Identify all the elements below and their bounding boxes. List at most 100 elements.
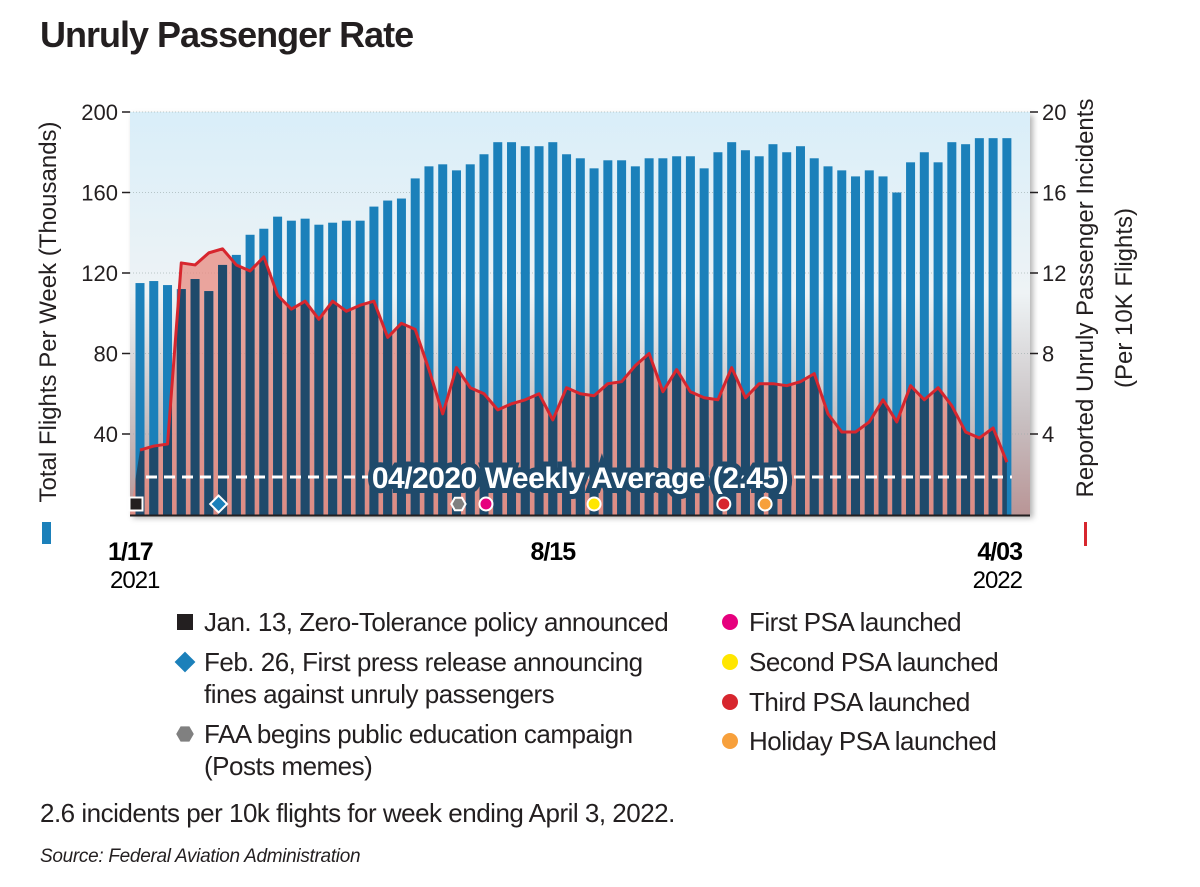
- legend-text: Jan. 13, Zero-Tolerance policy announced: [204, 606, 669, 638]
- bar-under-line: [245, 248, 255, 515]
- bar: [685, 156, 695, 515]
- black-square-marker-icon: [128, 496, 144, 512]
- bar-under-line: [451, 248, 461, 515]
- bar: [851, 176, 861, 515]
- bar: [135, 283, 145, 515]
- legend-item: Feb. 26, First press release announcing f…: [174, 646, 643, 710]
- bar: [961, 144, 971, 515]
- bar: [988, 138, 998, 515]
- y2-tick-label: 4: [1042, 422, 1054, 447]
- gray-hexagon-marker-icon: [450, 496, 467, 512]
- bar: [782, 152, 792, 515]
- bar-under-line: [231, 254, 241, 515]
- legend-item: Jan. 13, Zero-Tolerance policy announced: [177, 606, 669, 638]
- bar: [644, 158, 654, 515]
- yellow-dot-icon: [722, 654, 738, 670]
- legend-text: First PSA launched: [749, 606, 962, 638]
- bar: [658, 158, 668, 515]
- legend-line: Second PSA launched: [749, 647, 999, 677]
- reference-line-label: 04/2020 Weekly Average (2.45): [372, 462, 788, 495]
- bar: [878, 176, 888, 515]
- bar: [699, 168, 709, 515]
- x-tick-label: 1/17: [108, 538, 153, 566]
- legend-text: Holiday PSA launched: [749, 725, 997, 757]
- bar: [149, 281, 159, 515]
- y2-axis-title-line1: Reported Unruly Passenger Incidents: [1072, 99, 1099, 498]
- pink-dot-icon: [722, 614, 738, 630]
- red-dot-icon: [722, 694, 738, 710]
- bar: [727, 142, 737, 515]
- orange-dot-marker-icon: [757, 496, 773, 512]
- bar: [562, 154, 572, 515]
- bar: [534, 146, 544, 515]
- chart-title: Unruly Passenger Rate: [40, 14, 414, 55]
- bar: [740, 150, 750, 515]
- bar-under-line: [727, 248, 737, 515]
- footnote: 2.6 incidents per 10k flights for week e…: [40, 798, 675, 828]
- y-tick-label: 160: [81, 181, 118, 206]
- bar: [713, 152, 723, 515]
- red-dot-marker-icon: [716, 496, 732, 512]
- bar: [451, 170, 461, 515]
- x-tick-label: 8/15: [530, 538, 576, 566]
- bar-under-line: [176, 289, 186, 515]
- bar-under-line: [396, 248, 406, 515]
- legend-item: Holiday PSA launched: [722, 725, 997, 757]
- legend-item: FAA begins public education campaign (Pos…: [176, 718, 633, 782]
- bar: [507, 142, 517, 515]
- bar: [919, 152, 929, 515]
- bar: [548, 142, 558, 515]
- legend-line: Jan. 13, Zero-Tolerance policy announced: [204, 607, 669, 637]
- bar: [754, 156, 764, 515]
- y-tick-label: 120: [81, 261, 118, 286]
- legend-text: Third PSA launched: [749, 686, 970, 718]
- bar-under-line: [286, 248, 296, 515]
- bar-under-line: [300, 248, 310, 515]
- gray-hexagon-shape: [176, 726, 194, 742]
- legend-text: Second PSA launched: [749, 646, 999, 678]
- legend-line: FAA begins public education campaign: [204, 719, 633, 749]
- y2-axis-series-key: [1084, 522, 1087, 546]
- source-note: Source: Federal Aviation Administration: [40, 846, 361, 867]
- x-tick-label: 4/03: [977, 538, 1022, 566]
- bar-under-line: [341, 248, 351, 515]
- bar: [809, 158, 819, 515]
- y-tick-label: 40: [94, 422, 118, 447]
- bar: [479, 154, 489, 515]
- bar-under-line: [644, 248, 654, 515]
- y-tick-label: 80: [94, 342, 118, 367]
- legend-line: Holiday PSA launched: [749, 726, 997, 756]
- pink-dot-shape: [722, 614, 738, 630]
- legend-line: Feb. 26, First press release announcing: [204, 647, 643, 677]
- bar: [823, 166, 833, 515]
- legend-line: (Posts memes): [204, 751, 373, 781]
- black-square-shape: [177, 614, 193, 630]
- orange-dot-icon: [722, 733, 738, 749]
- bar-under-line: [630, 248, 640, 515]
- legend-text: FAA begins public education campaign (Pos…: [204, 718, 633, 782]
- orange-dot-shape: [722, 733, 738, 749]
- bar: [424, 166, 434, 515]
- bar-under-line: [190, 279, 200, 515]
- bar: [1002, 138, 1012, 515]
- bar: [892, 192, 902, 515]
- bar-under-line: [218, 264, 228, 515]
- legend-item: First PSA launched: [722, 606, 962, 638]
- bar: [864, 170, 874, 515]
- bar: [589, 168, 599, 515]
- bar-under-line: [383, 248, 393, 515]
- legend-line: First PSA launched: [749, 607, 962, 637]
- blue-diamond-icon: [174, 651, 196, 673]
- bar-under-line: [273, 248, 283, 515]
- pink-dot-marker-icon: [478, 496, 494, 512]
- bar: [768, 144, 778, 515]
- x-tick-year: 2022: [973, 567, 1023, 594]
- legend-item: Second PSA launched: [722, 646, 999, 678]
- bar: [163, 285, 173, 515]
- incident-rate-line: [139, 247, 1009, 463]
- bar: [603, 160, 613, 515]
- bar: [837, 170, 847, 515]
- bar-under-line: [410, 248, 420, 515]
- legend-line: Third PSA launched: [749, 687, 970, 717]
- bar: [465, 164, 475, 515]
